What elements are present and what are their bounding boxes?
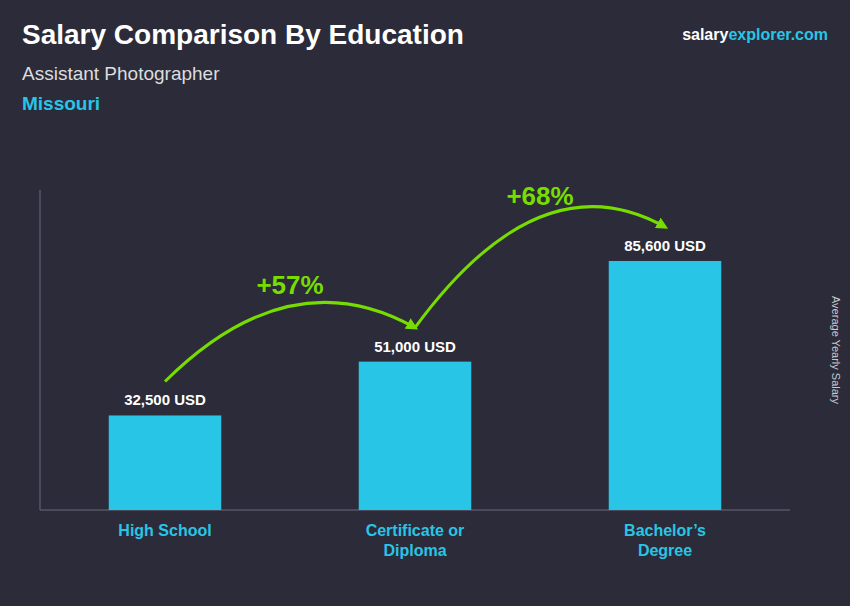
x-tick-label: High School: [118, 522, 211, 539]
subtitle: Assistant Photographer: [22, 63, 220, 84]
annotation-arrow: [415, 207, 665, 328]
title: Salary Comparison By Education: [22, 19, 464, 50]
chart: Salary Comparison By Education Assistant …: [0, 0, 850, 606]
x-tick-label: Bachelor’sDegree: [624, 522, 706, 559]
credit-part: salary: [682, 26, 728, 43]
credit-part: .com: [791, 26, 828, 43]
value-label: 85,600 USD: [624, 237, 706, 254]
bars: [109, 261, 722, 510]
annotation: +57%: [256, 270, 323, 300]
y-axis-line: [40, 190, 41, 510]
y-axis-label: Average Yearly Salary: [830, 296, 842, 405]
value-label: 32,500 USD: [124, 391, 206, 408]
credit-part: explorer: [728, 26, 791, 43]
bar: [609, 261, 722, 510]
bar: [109, 415, 222, 510]
bar: [359, 362, 472, 510]
value-label: 51,000 USD: [374, 338, 456, 355]
annotation-arrow: [165, 302, 415, 381]
location: Missouri: [22, 93, 100, 114]
background: [0, 0, 850, 606]
x-tick-label: Certificate orDiploma: [366, 522, 465, 559]
credit: salaryexplorer.com: [682, 26, 828, 43]
annotation: +68%: [506, 181, 573, 211]
